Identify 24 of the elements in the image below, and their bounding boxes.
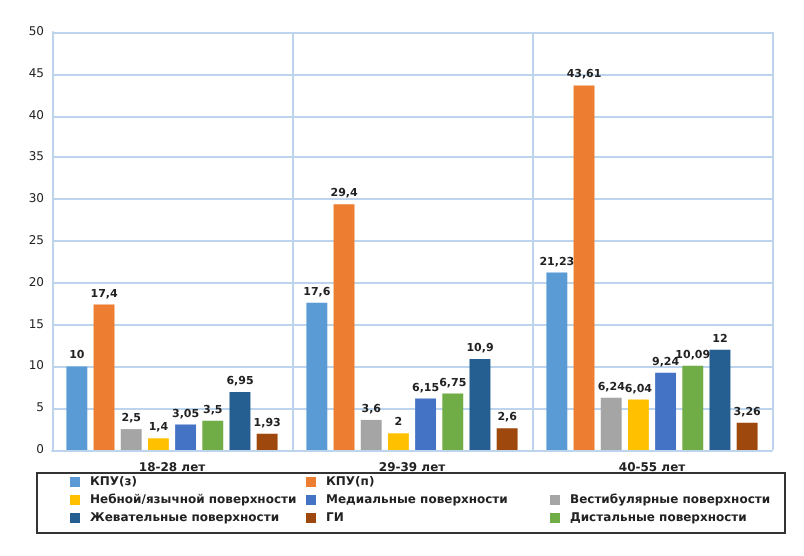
bar [627, 399, 649, 450]
bar [655, 372, 677, 450]
bar [573, 85, 595, 450]
bar [360, 419, 382, 450]
bar [709, 349, 731, 450]
bar [600, 397, 622, 450]
bar [442, 393, 464, 450]
bar [175, 424, 197, 450]
bar [469, 358, 491, 450]
bar [333, 204, 355, 450]
bar [306, 302, 328, 450]
bar [93, 304, 115, 450]
bar [229, 391, 251, 450]
bar [120, 429, 142, 450]
bar [387, 433, 409, 450]
bar [256, 433, 278, 450]
bar [66, 366, 88, 450]
bar [736, 422, 758, 450]
bar [496, 428, 518, 450]
bar [415, 398, 437, 450]
bar [202, 420, 224, 450]
bar [147, 438, 169, 450]
bar [682, 365, 704, 450]
bar [546, 272, 568, 450]
